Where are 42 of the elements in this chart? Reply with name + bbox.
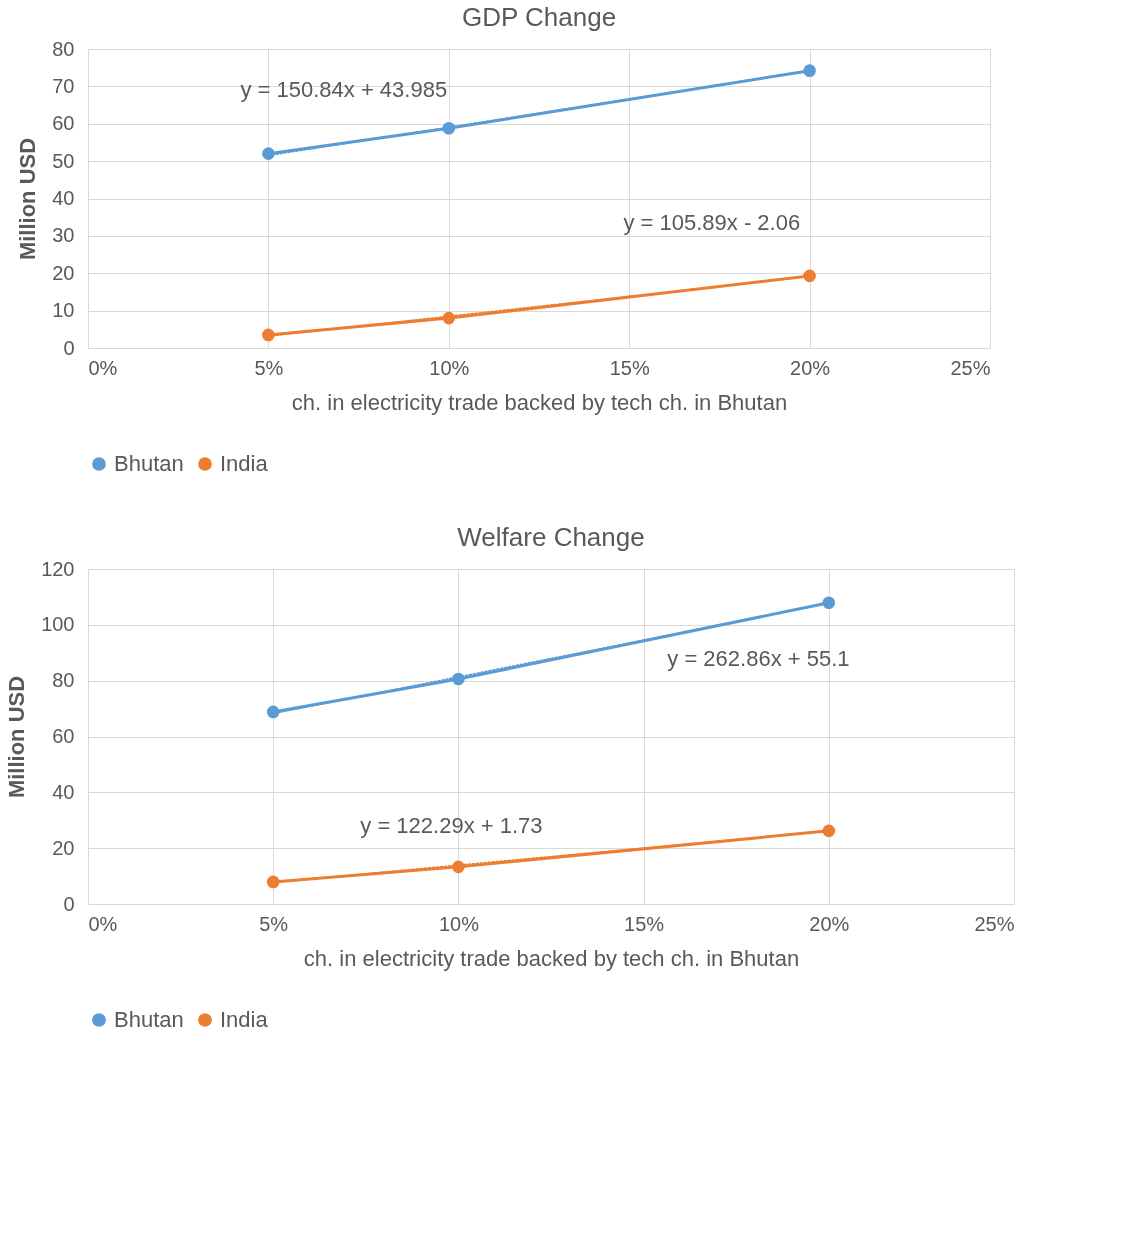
chart-title: Welfare Change (457, 522, 645, 552)
y-axis-title: Million USD (15, 137, 41, 261)
x-tick-label: 0% (88, 356, 118, 379)
x-tick-label: 10% (429, 356, 470, 379)
y-tick-label: 0 (63, 336, 75, 359)
legend-label: Bhutan (114, 1007, 184, 1032)
y-tick-label: 0 (63, 892, 75, 915)
y-tick-label: 70 (52, 74, 75, 97)
y-tick-label: 40 (52, 187, 75, 209)
x-tick-label: 10% (438, 912, 480, 935)
y-axis-title: Million USD (4, 675, 30, 799)
x-tick-label: 5% (259, 912, 289, 935)
y-tick-label: 120 (41, 557, 75, 580)
annotation: y = 262.86x + 55.1 (667, 645, 850, 671)
annotation: y = 150.84x + 43.985 (240, 77, 448, 103)
x-axis-title: ch. in electricity trade backed by tech ch. in Bhutan (303, 945, 800, 971)
y-tick-label: 80 (52, 669, 75, 692)
x-tick-label: 25% (974, 912, 1015, 935)
x-tick-label: 25% (950, 356, 991, 379)
y-tick-label: 80 (52, 37, 75, 60)
y-tick-label: 60 (52, 725, 75, 747)
y-tick-label: 30 (52, 224, 75, 247)
x-tick-label: 15% (624, 912, 665, 935)
legend-label: India (220, 451, 269, 476)
x-tick-label: 0% (88, 912, 118, 935)
y-tick-label: 20 (52, 261, 75, 284)
y-tick-label: 60 (52, 112, 75, 135)
y-tick-label: 10 (52, 299, 75, 322)
x-tick-label: 20% (809, 912, 850, 935)
x-axis-title: ch. in electricity trade backed by tech ch. in Bhutan (291, 389, 788, 415)
annotation: y = 122.29x + 1.73 (360, 812, 543, 838)
x-tick-label: 15% (609, 356, 650, 379)
y-tick-label: 40 (52, 780, 75, 803)
legend-label: Bhutan (114, 451, 184, 476)
legend-label: India (220, 1007, 269, 1032)
y-tick-label: 100 (41, 613, 75, 636)
x-tick-label: 20% (790, 356, 831, 379)
x-tick-label: 5% (254, 356, 284, 379)
annotation: y = 105.89x - 2.06 (623, 210, 801, 236)
chart-title: GDP Change (461, 2, 617, 32)
y-tick-label: 50 (52, 149, 75, 172)
y-tick-label: 20 (52, 836, 75, 859)
